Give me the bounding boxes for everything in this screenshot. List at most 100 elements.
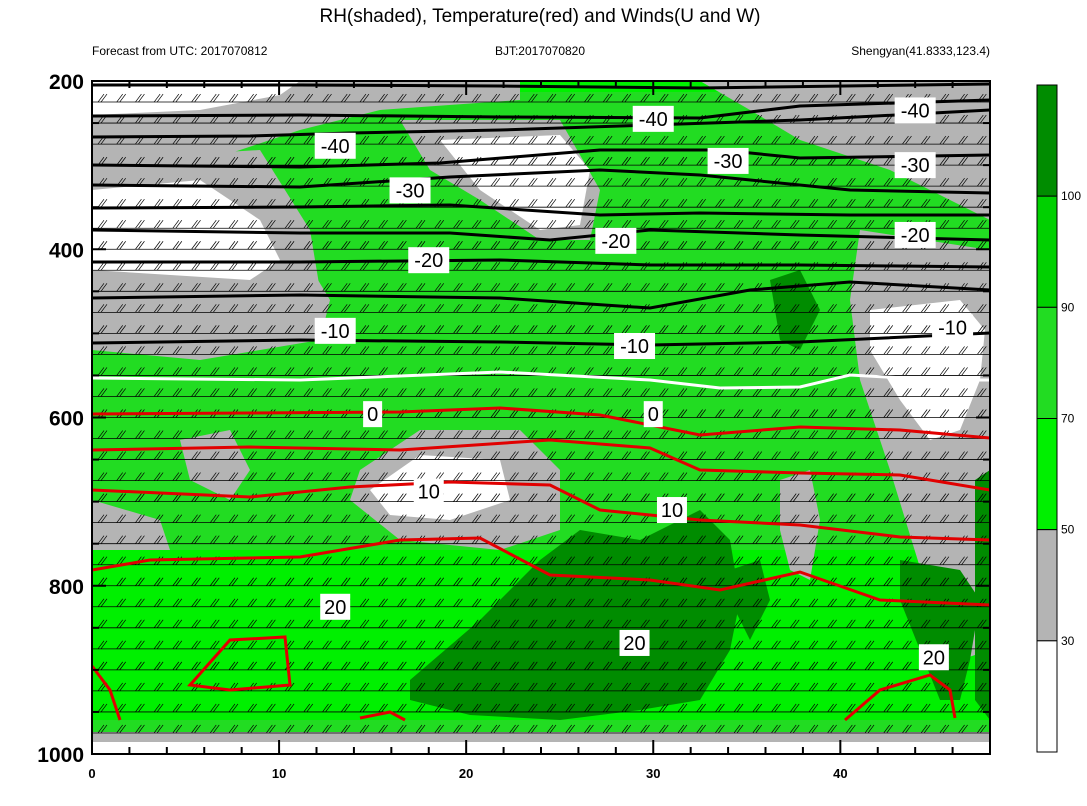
wind-barb: [340, 640, 351, 650]
wind-barb: [322, 283, 332, 292]
wind-barb: [509, 724, 519, 734]
wind-barb: [172, 661, 183, 671]
wind-barb: [266, 325, 276, 334]
wind-barb: [584, 577, 594, 586]
wind-barb: [397, 556, 407, 565]
wind-barb: [453, 81, 457, 82]
wind-barb: [771, 556, 781, 565]
wind-barb: [528, 283, 538, 292]
wind-barb: [602, 346, 613, 355]
wind-barb: [696, 81, 701, 82]
wind-barb: [808, 619, 819, 629]
wind-barb: [939, 198, 950, 208]
wind-barb: [677, 325, 688, 334]
wind-barb: [696, 409, 706, 418]
wind-barb: [378, 283, 388, 292]
wind-barb: [191, 703, 201, 713]
wind-barb: [172, 514, 183, 523]
wind-barb: [752, 156, 763, 166]
wind-barb: [434, 619, 445, 629]
wind-barb: [808, 535, 819, 544]
wind-barb: [584, 598, 594, 607]
wind-barb: [97, 430, 108, 439]
wind-barb: [97, 262, 108, 271]
wind-barb: [228, 283, 239, 292]
isotherm-minus-10: [92, 280, 990, 310]
wind-barb: [322, 472, 332, 481]
wind-barb: [359, 346, 370, 355]
wind-barb: [266, 93, 276, 103]
wind-barb: [808, 409, 819, 418]
wind-barb: [696, 346, 706, 355]
wind-barb: [602, 283, 613, 292]
wind-barb: [228, 577, 239, 586]
contour-label: -10: [620, 336, 649, 358]
wind-barb: [864, 346, 875, 355]
wind-barb: [696, 724, 706, 734]
isotherm-minus-30: [92, 168, 990, 195]
wind-barb: [658, 283, 669, 292]
wind-barb: [789, 640, 800, 650]
wind-barb: [977, 114, 987, 124]
wind-barb: [172, 198, 183, 208]
wind-barb: [546, 346, 557, 355]
wind-barb: [602, 198, 613, 208]
wind-barb: [846, 577, 856, 586]
wind-barb: [771, 682, 781, 692]
wind-barb: [977, 472, 987, 481]
wind-barb: [696, 598, 706, 607]
wind-barb: [97, 325, 108, 334]
wind-barb: [359, 93, 370, 103]
wind-barb: [359, 367, 370, 376]
wind-barb: [677, 220, 688, 229]
y-tick-label: 1000: [37, 744, 84, 767]
wind-barb: [116, 598, 126, 607]
wind-barb: [359, 81, 364, 82]
wind-barb: [883, 177, 894, 187]
wind-barb: [958, 156, 968, 166]
wind-barb: [154, 81, 158, 82]
wind-barb: [677, 724, 688, 734]
wind-barb: [528, 388, 538, 397]
x-axis: 0 10 20 30 40: [88, 81, 991, 781]
wind-barb: [284, 430, 295, 439]
wind-barb: [378, 367, 388, 376]
wind-barb: [658, 346, 669, 355]
wind-barb: [340, 346, 351, 355]
wind-barb: [490, 283, 501, 292]
wind-barb: [715, 535, 725, 544]
contour-label-bg: [320, 593, 351, 620]
wind-barb: [153, 262, 164, 271]
wind-barb: [546, 388, 557, 397]
wind-barb: [771, 241, 781, 250]
wind-barb: [752, 198, 763, 208]
wind-barb: [846, 682, 856, 692]
isotherm-25-left: [92, 665, 122, 721]
wind-barb: [902, 556, 912, 565]
wind-barb: [864, 661, 875, 671]
wind-barb: [715, 220, 725, 229]
wind-barb: [602, 430, 613, 439]
wind-barb: [247, 703, 257, 713]
wind-barb: [471, 472, 482, 481]
wind-barb: [715, 409, 725, 418]
wind-barb: [715, 93, 725, 103]
wind-barb: [471, 388, 482, 397]
wind-barb: [658, 535, 669, 544]
contour-label-bg: [643, 401, 663, 428]
wind-barb: [359, 472, 370, 481]
wind-barb: [359, 535, 370, 544]
wind-barb: [696, 556, 706, 565]
wind-barb: [471, 430, 482, 439]
rh-dark-right-lower: [900, 560, 980, 700]
wind-barb: [715, 661, 725, 671]
colorbar-segment: [1036, 418, 1058, 531]
wind-barb: [209, 577, 220, 586]
wind-barb: [135, 514, 145, 523]
wind-barb: [359, 304, 370, 313]
wind-barb: [172, 472, 183, 481]
wind-barb: [883, 241, 894, 250]
wind-barb: [303, 619, 314, 629]
wind-barb: [752, 451, 763, 460]
colorbar-segment: [1036, 640, 1058, 753]
